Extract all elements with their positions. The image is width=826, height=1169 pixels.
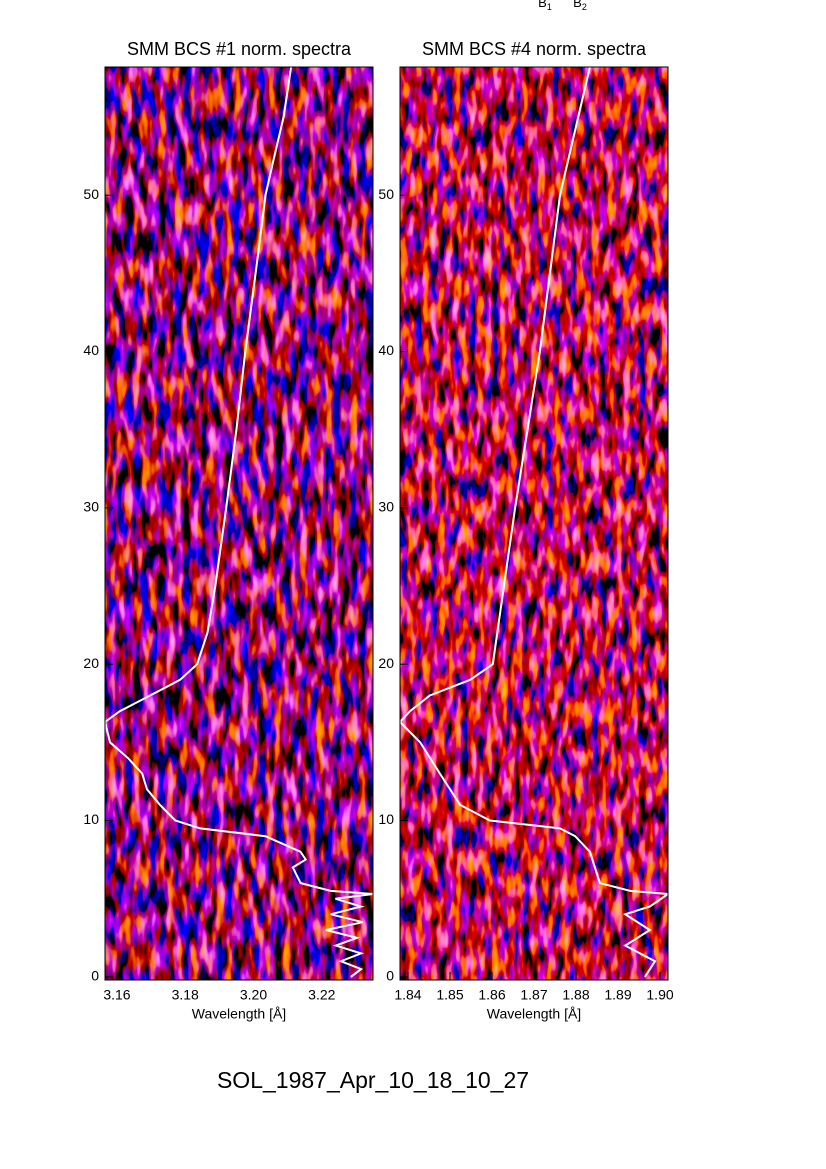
x-tick-label: 3.18: [172, 987, 199, 1003]
x-tick-label: 1.90: [646, 987, 673, 1003]
x-tick-label: 1.89: [604, 987, 631, 1003]
y-tick-label: 50: [83, 186, 99, 202]
y-tick-label: 30: [83, 499, 99, 515]
chart-title: SMM BCS #1 norm. spectra: [127, 39, 352, 59]
spectrum-curve: [103, 66, 374, 978]
y-tick-label: 10: [83, 811, 99, 827]
y-tick-label: 20: [83, 655, 99, 671]
chart-title: SMM BCS #4 norm. spectra: [422, 39, 647, 59]
header-label: B1: [538, 0, 552, 12]
header-label: B2: [573, 0, 587, 12]
y-tick-label: 0: [386, 968, 394, 984]
spectrum-curve: [398, 66, 671, 978]
y-tick-label: 0: [91, 968, 99, 984]
plot-frame: [399, 66, 669, 981]
y-tick-label: 30: [378, 499, 394, 515]
x-axis-label: Wavelength [Å]: [192, 1006, 286, 1022]
x-tick-label: 3.20: [240, 987, 267, 1003]
footer: SOL_1987_Apr_10_18_10_27: [217, 1067, 529, 1093]
x-tick-label: 1.85: [436, 987, 463, 1003]
plot-frame: [104, 66, 374, 981]
x-tick-label: 1.86: [478, 987, 505, 1003]
spectrogram-image: [105, 67, 373, 980]
y-tick-label: 20: [378, 655, 394, 671]
x-tick-label: 1.84: [394, 987, 421, 1003]
y-tick-label: 10: [378, 811, 394, 827]
x-axis-label: Wavelength [Å]: [487, 1006, 581, 1022]
x-tick-label: 3.22: [308, 987, 335, 1003]
x-tick-label: 3.16: [103, 987, 130, 1003]
spectrogram-image: [400, 67, 668, 980]
y-tick-label: 50: [378, 186, 394, 202]
y-tick-label: 40: [378, 342, 394, 358]
x-tick-label: 1.87: [520, 987, 547, 1003]
y-tick-label: 40: [83, 342, 99, 358]
x-tick-label: 1.88: [562, 987, 589, 1003]
